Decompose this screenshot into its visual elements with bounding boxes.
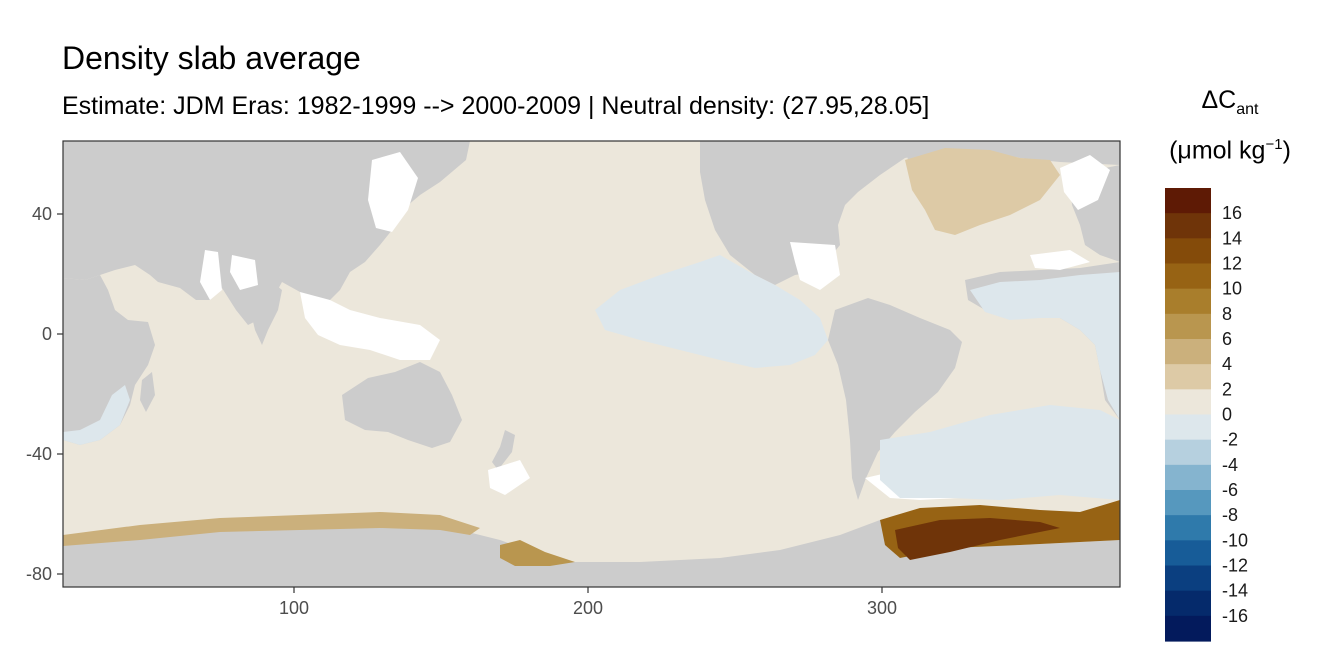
y-tick-label: -80 xyxy=(26,564,52,584)
legend-swatch xyxy=(1165,439,1211,466)
negative-south-atlantic-patch xyxy=(880,405,1120,500)
legend-swatch xyxy=(1165,540,1211,567)
x-axis: 100 200 300 xyxy=(279,587,897,618)
positive-weddell-core-patch xyxy=(895,518,1060,560)
legend-label: 16 xyxy=(1222,203,1242,223)
land-antarctica xyxy=(63,520,1120,587)
legend-label: -16 xyxy=(1222,606,1248,626)
legend-label: -4 xyxy=(1222,455,1238,475)
legend-unit-close: ) xyxy=(1282,136,1291,165)
legend-swatch xyxy=(1165,213,1211,239)
legend-label: -12 xyxy=(1222,556,1248,576)
land-new-zealand xyxy=(492,430,515,470)
no-data-indonesia-region xyxy=(300,292,440,360)
legend-label: -8 xyxy=(1222,505,1238,525)
anomaly-layer xyxy=(63,148,1120,566)
legend-colorbar xyxy=(1165,188,1211,642)
legend-label: -6 xyxy=(1222,480,1238,500)
legend-swatch xyxy=(1165,414,1211,441)
x-tick-label: 100 xyxy=(279,598,309,618)
legend-title: ΔCant xyxy=(1160,86,1300,119)
negative-atlantic-east-patch xyxy=(970,272,1120,420)
legend-label: -2 xyxy=(1222,430,1238,450)
legend-label: 0 xyxy=(1222,405,1232,425)
x-tick-label: 300 xyxy=(867,598,897,618)
y-tick-label: -40 xyxy=(26,444,52,464)
legend-label: 4 xyxy=(1222,354,1232,374)
legend-swatch xyxy=(1165,615,1211,642)
land-madagascar xyxy=(140,372,155,412)
legend-label: 6 xyxy=(1222,329,1232,349)
legend-swatch xyxy=(1165,464,1211,491)
positive-north-atlantic-patch xyxy=(905,148,1060,235)
legend-label: -14 xyxy=(1222,581,1248,601)
no-data-arabian-coast xyxy=(230,255,258,290)
legend-title-symbol: ΔC xyxy=(1201,86,1237,114)
positive-antarctic-margin-strip xyxy=(63,512,480,546)
legend-swatch xyxy=(1165,339,1211,365)
legend-swatch xyxy=(1165,288,1211,315)
legend-unit-sup: −1 xyxy=(1265,136,1283,153)
legend-label: 12 xyxy=(1222,254,1242,274)
land-south-america xyxy=(828,298,962,500)
legend-labels: 16 14 12 10 8 6 4 2 0 -2 -4 -6 -8 -10 -12 -14 -16 xyxy=(1222,203,1248,626)
no-data-nz-south xyxy=(488,460,530,495)
legend-swatch xyxy=(1165,590,1211,617)
legend-title-subscript: ant xyxy=(1236,101,1259,118)
legend-label: 2 xyxy=(1222,379,1232,399)
y-tick-label: 0 xyxy=(42,324,52,344)
no-data-europe-coast xyxy=(1060,155,1110,210)
panel-border xyxy=(62,140,1121,588)
legend-label: 14 xyxy=(1222,228,1242,248)
positive-ross-sea-patch xyxy=(500,540,575,566)
legend-swatch xyxy=(1165,490,1211,516)
no-data-japan-region xyxy=(368,152,418,232)
no-data-caribbean xyxy=(790,242,840,290)
legend-label: 8 xyxy=(1222,304,1232,324)
legend-label: -10 xyxy=(1222,530,1248,550)
legend-swatch xyxy=(1165,389,1211,416)
negative-mozambique-patch xyxy=(63,385,130,445)
legend-swatch xyxy=(1165,364,1211,390)
negative-pacific-patch xyxy=(595,255,828,368)
no-data-mediterranean xyxy=(1030,250,1090,270)
chart-title: Density slab average xyxy=(62,40,361,76)
legend-swatch xyxy=(1165,238,1211,265)
legend-unit: (μmol kg−1) xyxy=(1160,136,1300,165)
no-data-red-sea xyxy=(200,250,222,300)
legend-swatch xyxy=(1165,313,1211,340)
land-india xyxy=(248,275,282,345)
legend-unit-open: (μmol kg xyxy=(1169,136,1266,165)
legend-swatch xyxy=(1165,263,1211,290)
legend-swatch xyxy=(1165,188,1211,214)
land-asia-europe xyxy=(63,141,470,325)
y-tick-label: 40 xyxy=(32,204,52,224)
legend-label: 10 xyxy=(1222,279,1242,299)
x-tick-label: 200 xyxy=(573,598,603,618)
land-africa xyxy=(63,275,155,445)
legend-swatch xyxy=(1165,515,1211,541)
chart-subtitle: Estimate: JDM Eras: 1982-1999 --> 2000-2… xyxy=(62,92,930,120)
legend-swatch xyxy=(1165,565,1211,592)
land-australia xyxy=(342,362,462,448)
y-axis: 40 0 -40 -80 xyxy=(26,204,63,584)
